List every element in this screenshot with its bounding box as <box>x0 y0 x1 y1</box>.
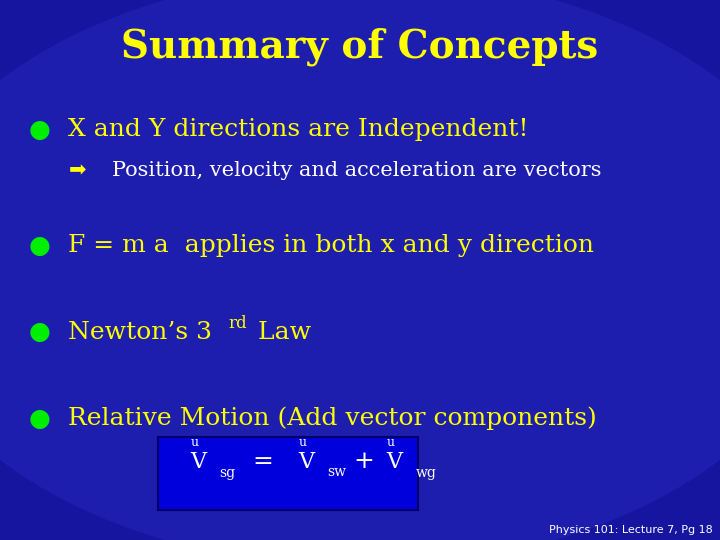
Text: =: = <box>253 450 273 473</box>
Text: Position, velocity and acceleration are vectors: Position, velocity and acceleration are … <box>112 160 601 180</box>
Text: +: + <box>354 450 374 473</box>
Text: ●: ● <box>29 118 50 141</box>
Text: sw: sw <box>328 465 346 480</box>
Text: u: u <box>387 436 395 449</box>
Text: rd: rd <box>228 315 247 333</box>
Text: V: V <box>190 451 206 472</box>
Text: ●: ● <box>29 407 50 430</box>
Text: F = m a  applies in both x and y direction: F = m a applies in both x and y directio… <box>68 234 595 257</box>
Text: wg: wg <box>416 465 437 480</box>
Text: u: u <box>190 436 199 449</box>
Text: V: V <box>298 451 314 472</box>
Text: X and Y directions are Independent!: X and Y directions are Independent! <box>68 118 529 141</box>
Text: Law: Law <box>250 321 311 343</box>
Text: Physics 101: Lecture 7, Pg 18: Physics 101: Lecture 7, Pg 18 <box>549 524 713 535</box>
Text: ●: ● <box>29 234 50 258</box>
Text: V: V <box>387 451 402 472</box>
Text: ➡: ➡ <box>68 160 86 180</box>
Bar <box>158 437 418 510</box>
Text: u: u <box>298 436 307 449</box>
Text: ●: ● <box>29 320 50 344</box>
Text: Newton’s 3: Newton’s 3 <box>68 321 212 343</box>
Text: Summary of Concepts: Summary of Concepts <box>122 27 598 65</box>
Text: sg: sg <box>220 465 235 480</box>
Text: Relative Motion (Add vector components): Relative Motion (Add vector components) <box>68 407 597 430</box>
